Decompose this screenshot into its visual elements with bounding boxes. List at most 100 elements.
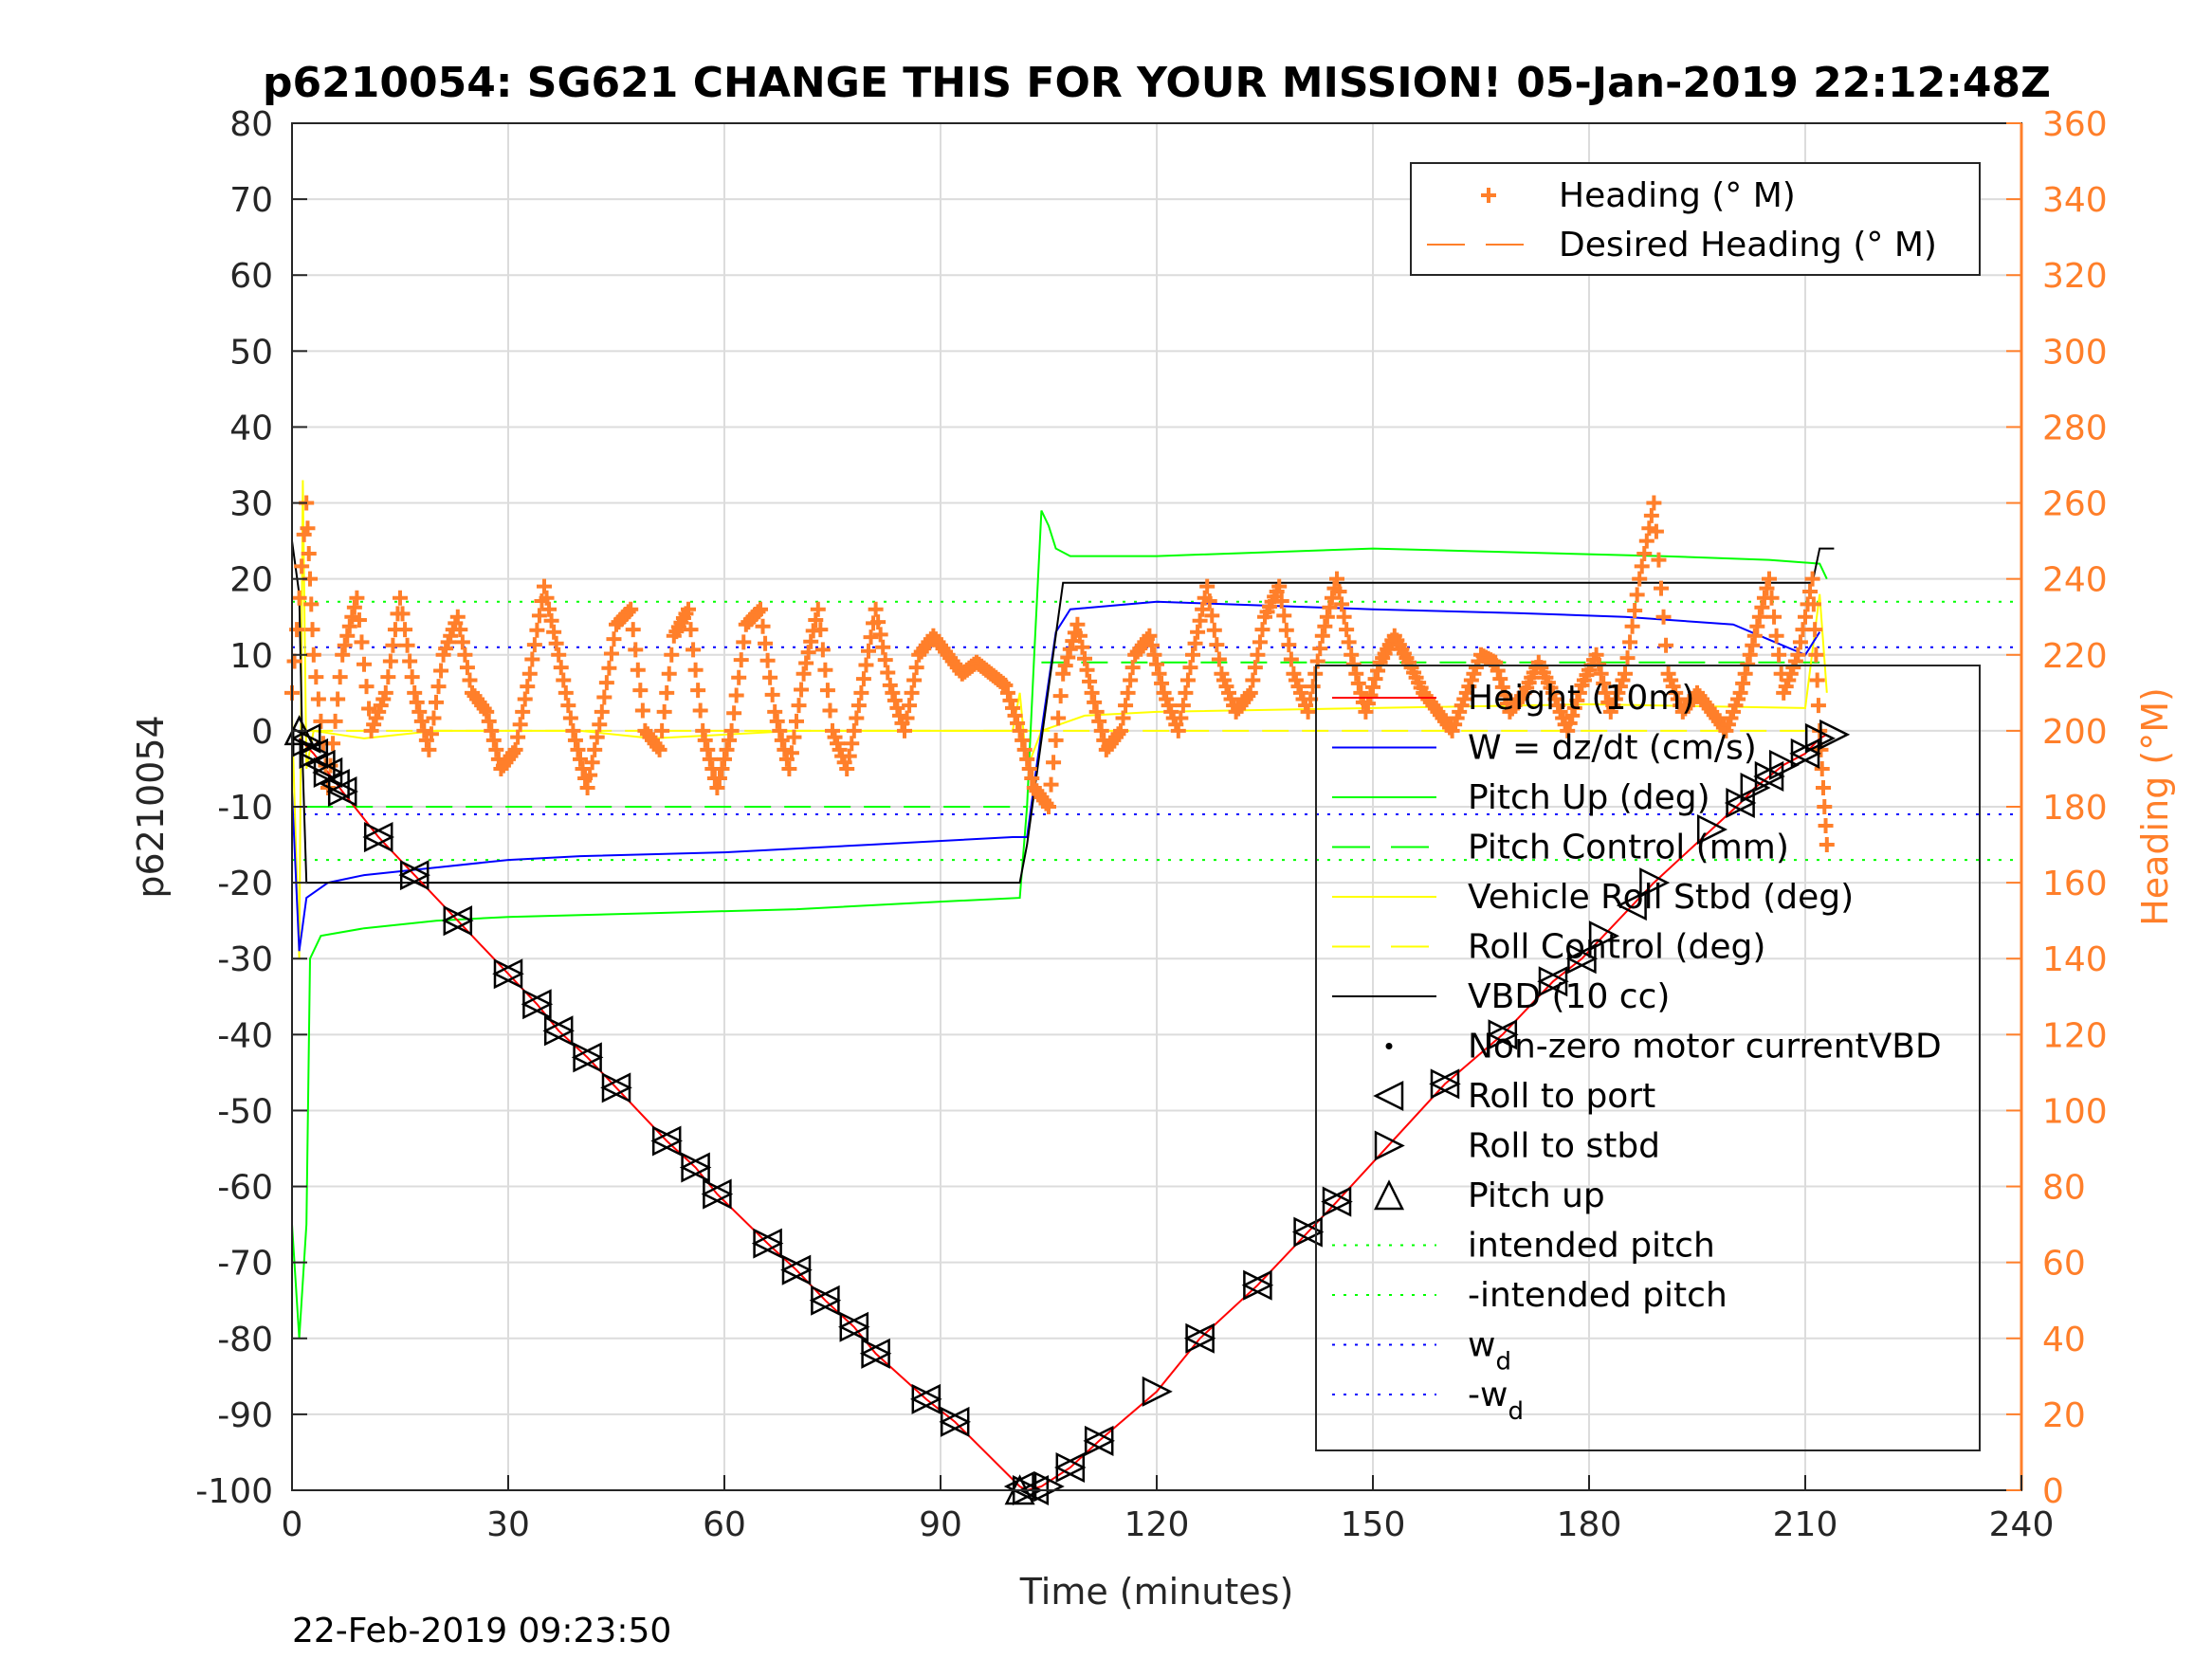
heading-marker bbox=[722, 732, 738, 748]
heading-marker bbox=[1588, 647, 1604, 663]
heading-marker bbox=[1488, 654, 1504, 670]
triangle-marker-right bbox=[681, 1152, 712, 1183]
heading-marker bbox=[899, 710, 915, 726]
heading-marker bbox=[1123, 672, 1139, 688]
heading-marker bbox=[1345, 656, 1362, 672]
heading-marker bbox=[1629, 587, 1645, 603]
triangle-marker-right bbox=[327, 775, 358, 808]
heading-marker bbox=[1204, 608, 1220, 624]
heading-marker bbox=[596, 689, 612, 705]
heading-marker bbox=[695, 722, 711, 738]
heading-marker bbox=[433, 663, 449, 679]
left-axis-ticks: -100-90-80-70-60-50-40-30-20-10010203040… bbox=[195, 105, 307, 1511]
heading-marker bbox=[1146, 647, 1162, 663]
heading-marker bbox=[853, 684, 869, 701]
legend-main-label-subscript: d bbox=[1508, 1397, 1524, 1426]
heading-marker bbox=[1350, 675, 1366, 691]
heading-marker bbox=[714, 760, 730, 776]
y-right-tick-label: 220 bbox=[2042, 637, 2108, 676]
heading-marker bbox=[584, 755, 600, 771]
heading-marker bbox=[601, 660, 617, 676]
heading-marker bbox=[598, 675, 614, 691]
heading-marker bbox=[1331, 584, 1347, 600]
heading-marker bbox=[484, 722, 500, 738]
heading-marker bbox=[1074, 639, 1090, 655]
series-line bbox=[291, 480, 1828, 959]
y-right-tick-label: 80 bbox=[2042, 1169, 2086, 1208]
heading-marker bbox=[1149, 656, 1164, 672]
heading-marker bbox=[1646, 495, 1662, 511]
triangle-marker-right bbox=[1639, 867, 1671, 899]
heading-marker bbox=[1182, 660, 1198, 676]
legend-heading: Heading (° M) Desired Heading (° M) bbox=[1410, 162, 1981, 276]
heading-marker bbox=[573, 751, 588, 767]
heading-marker bbox=[791, 698, 807, 714]
heading-marker bbox=[841, 748, 857, 764]
heading-marker bbox=[1367, 671, 1383, 687]
heading-marker bbox=[1185, 647, 1200, 663]
heading-marker bbox=[1079, 662, 1095, 678]
heading-marker bbox=[723, 722, 740, 738]
heading-marker bbox=[537, 578, 552, 594]
triangle-marker-right bbox=[493, 958, 524, 990]
heading-marker bbox=[654, 722, 670, 738]
y-right-tick-label: 120 bbox=[2042, 1016, 2108, 1055]
y-right-tick-label: 100 bbox=[2042, 1092, 2108, 1131]
heading-marker bbox=[1007, 707, 1023, 723]
heading-marker bbox=[304, 622, 320, 638]
heading-marker bbox=[551, 647, 567, 663]
heading-marker bbox=[546, 624, 562, 640]
heading-marker bbox=[1175, 698, 1191, 714]
heading-marker bbox=[1643, 507, 1659, 523]
series-line bbox=[291, 510, 1828, 1339]
heading-marker bbox=[625, 622, 641, 638]
heading-marker bbox=[399, 637, 415, 653]
heading-marker bbox=[850, 698, 867, 714]
heading-marker bbox=[291, 590, 307, 606]
heading-marker bbox=[553, 660, 569, 676]
heading-marker bbox=[877, 652, 893, 668]
legend-heading-swatch bbox=[1481, 188, 1496, 203]
y-tick-label: -70 bbox=[217, 1245, 273, 1284]
heading-marker bbox=[404, 669, 420, 685]
heading-marker bbox=[543, 612, 559, 629]
heading-marker bbox=[1211, 651, 1227, 667]
heading-marker bbox=[1195, 601, 1211, 617]
right-axis-ticks: 0 20 40 60 80 100 120 140 160 180 200 220 240 260 280 3… bbox=[2006, 105, 2108, 1511]
heading-marker bbox=[1745, 637, 1761, 653]
heading-marker bbox=[1016, 741, 1033, 757]
heading-marker bbox=[1115, 710, 1131, 726]
footer-timestamp: 22-Feb-2019 09:23:50 bbox=[292, 1612, 671, 1650]
heading-marker bbox=[1046, 755, 1062, 771]
legend-main-label-text: Pitch Control (mm) bbox=[1468, 829, 1789, 867]
heading-marker bbox=[1093, 722, 1109, 738]
heading-marker bbox=[885, 684, 901, 701]
y-tick-label: 70 bbox=[229, 181, 273, 220]
y-tick-label: -10 bbox=[217, 789, 273, 828]
heading-marker bbox=[1043, 776, 1059, 793]
heading-marker bbox=[868, 601, 884, 617]
triangle-marker-right bbox=[522, 989, 554, 1020]
heading-marker bbox=[872, 627, 888, 643]
legend-heading-label: Desired Heading (° M) bbox=[1559, 226, 1937, 264]
triangle-marker-right bbox=[1142, 1376, 1173, 1407]
heading-marker bbox=[526, 637, 542, 653]
heading-marker bbox=[819, 683, 835, 699]
heading-marker bbox=[661, 665, 677, 682]
y-tick-label: -60 bbox=[217, 1169, 273, 1208]
heading-marker bbox=[587, 741, 603, 757]
heading-marker bbox=[512, 717, 528, 733]
legend-main-swatch bbox=[1385, 1043, 1393, 1049]
heading-marker bbox=[1170, 722, 1186, 738]
heading-marker bbox=[1809, 672, 1825, 688]
heading-marker bbox=[1655, 609, 1672, 625]
heading-marker bbox=[1242, 684, 1258, 701]
heading-marker bbox=[603, 646, 619, 662]
triangle-marker-right bbox=[1293, 1216, 1325, 1248]
heading-marker bbox=[1142, 628, 1158, 644]
heading-marker bbox=[394, 606, 411, 622]
heading-marker bbox=[411, 703, 428, 720]
heading-marker bbox=[1300, 703, 1316, 720]
heading-marker bbox=[303, 596, 320, 612]
heading-marker bbox=[565, 722, 581, 738]
